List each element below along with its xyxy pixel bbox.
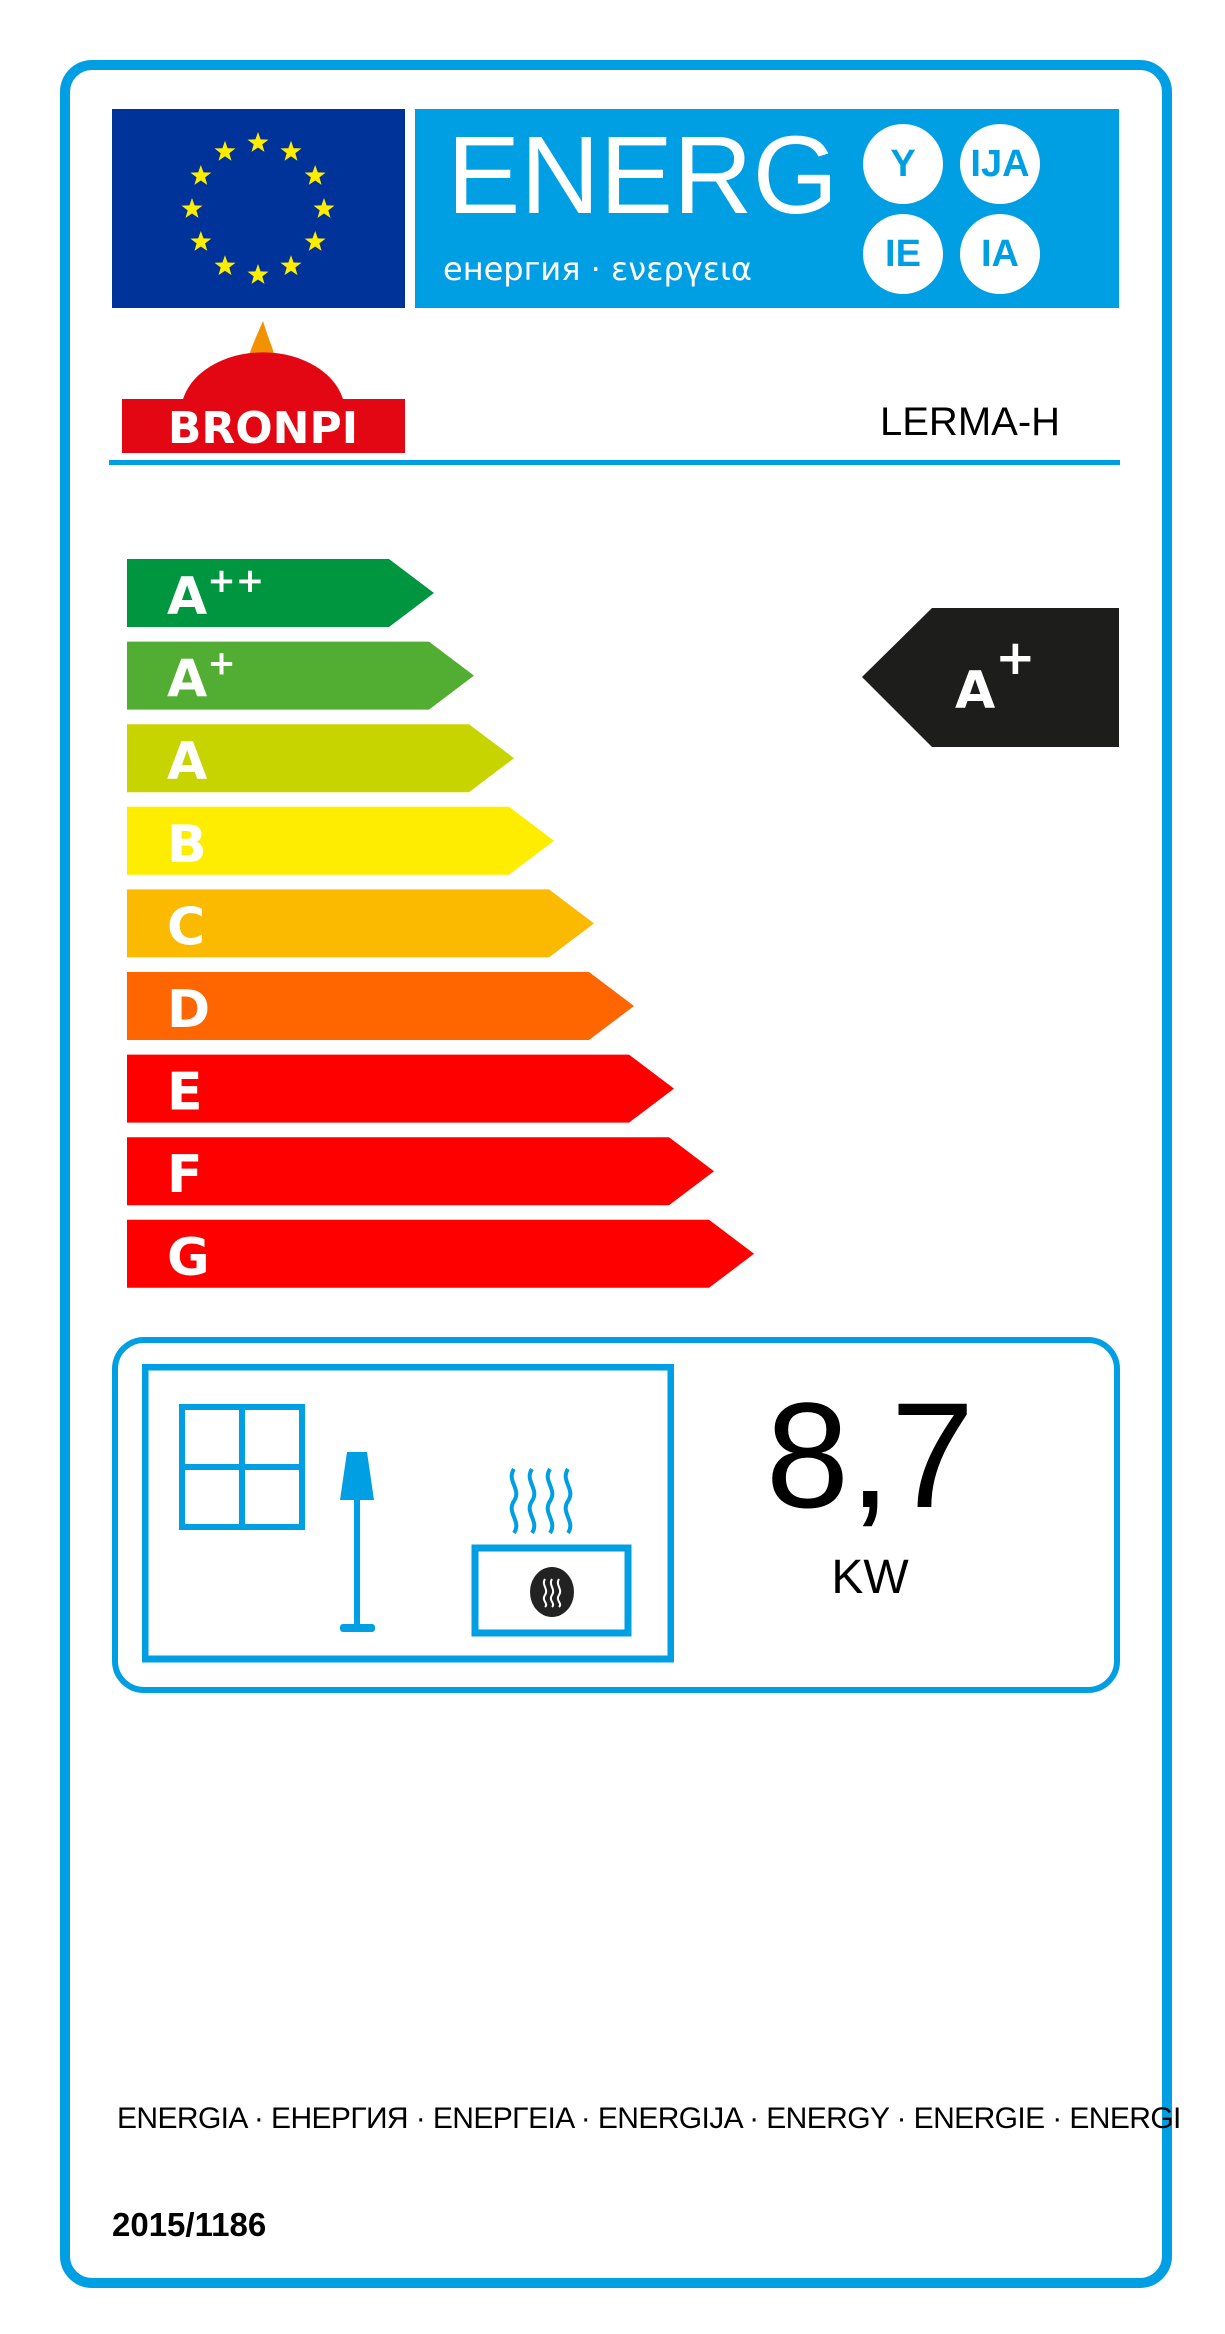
star-icon xyxy=(214,140,236,161)
energy-class-bar: B xyxy=(127,806,554,875)
label-frame xyxy=(60,60,1172,2288)
star-icon xyxy=(247,264,269,284)
energy-class-bar: C xyxy=(127,889,594,958)
window-icon xyxy=(179,1404,305,1530)
energy-class-label: A xyxy=(167,732,207,792)
energy-banner: ENERG енергия · ενεργεια Y IJA IE IA xyxy=(415,109,1119,308)
suffix-bubble: Y xyxy=(863,124,943,204)
suffix-bubble: IJA xyxy=(960,124,1040,204)
energy-class-label: G xyxy=(167,1228,210,1288)
heater-icon xyxy=(471,1467,632,1637)
heat-output-value: 8,7 xyxy=(765,1371,975,1539)
star-icon xyxy=(214,255,236,276)
star-icon xyxy=(304,165,326,185)
energy-class-label: D xyxy=(167,980,210,1040)
energy-class-label: F xyxy=(167,1145,203,1205)
footer-languages: ENERGIA · ЕНЕРГИЯ · ΕΝΕΡΓΕΙΑ · ENERGIJA … xyxy=(117,2102,1181,2135)
suffix-bubble: IA xyxy=(960,214,1040,294)
energy-class-bar: D xyxy=(127,972,634,1040)
brand-logo: BRONPI xyxy=(122,321,405,454)
heat-output-unit: KW xyxy=(831,1551,909,1604)
star-icon xyxy=(304,231,326,251)
energy-class-bar: G xyxy=(127,1219,754,1288)
star-icon xyxy=(190,231,212,251)
rating-indicator: A+ xyxy=(862,608,1119,747)
regulation-number: 2015/1186 xyxy=(112,2206,267,2243)
star-icon xyxy=(280,140,302,161)
suffix-bubble: IE xyxy=(863,214,943,294)
star-icon xyxy=(280,255,302,276)
energy-class-label: E xyxy=(167,1063,203,1123)
room-heating-pictogram xyxy=(142,1364,674,1663)
star-icon xyxy=(181,198,203,218)
output-box xyxy=(112,1337,1120,1693)
banner-subtitle: енергия · ενεργεια xyxy=(443,250,752,288)
energy-class-bar: F xyxy=(127,1137,714,1206)
energy-class-bar: E xyxy=(127,1054,674,1123)
eu-flag-icon xyxy=(112,109,405,308)
energy-class-label: A+ xyxy=(167,644,236,710)
star-icon xyxy=(190,165,212,185)
energy-class-bar: A+ xyxy=(127,641,474,710)
brand-text: BRONPI xyxy=(168,403,358,453)
energy-class-bar: A xyxy=(127,724,514,793)
star-icon xyxy=(313,198,335,218)
energy-class-label: C xyxy=(167,897,205,957)
energy-class-label: B xyxy=(167,815,207,875)
divider xyxy=(109,460,1120,465)
banner-title: ENERG xyxy=(447,114,839,237)
lamp-icon xyxy=(340,1452,375,1632)
star-icon xyxy=(247,132,269,152)
model-name: LERMA-H xyxy=(880,400,1061,444)
energy-class-bar: A++ xyxy=(127,559,434,627)
